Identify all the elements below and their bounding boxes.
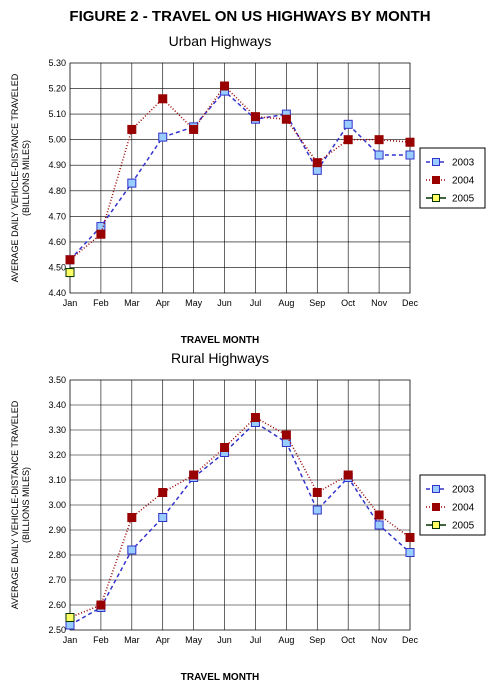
svg-text:2003: 2003 xyxy=(452,158,475,169)
svg-text:4.90: 4.90 xyxy=(48,160,66,170)
svg-text:Apr: Apr xyxy=(156,635,170,645)
svg-text:Sep: Sep xyxy=(309,635,325,645)
svg-text:2.90: 2.90 xyxy=(48,525,66,535)
urban-xlabel: TRAVEL MONTH xyxy=(0,333,500,346)
svg-text:3.40: 3.40 xyxy=(48,400,66,410)
svg-text:May: May xyxy=(185,298,203,308)
svg-text:Nov: Nov xyxy=(371,635,388,645)
svg-text:5.30: 5.30 xyxy=(48,58,66,68)
svg-text:Nov: Nov xyxy=(371,298,388,308)
svg-text:Jul: Jul xyxy=(250,635,262,645)
urban-subtitle: Urban Highways xyxy=(0,29,500,53)
svg-text:AVERAGE DAILY VEHICLE-DISTANCE: AVERAGE DAILY VEHICLE-DISTANCE TRAVELED xyxy=(10,400,20,609)
svg-text:Dec: Dec xyxy=(402,298,419,308)
svg-text:2005: 2005 xyxy=(452,521,475,532)
svg-text:Sep: Sep xyxy=(309,298,325,308)
urban-chart: 4.40 4.50 4.60 4.70 4.80 4.90 5.00 5.10 5.20 5.30… xyxy=(0,53,500,333)
svg-text:3.30: 3.30 xyxy=(48,425,66,435)
svg-text:2004: 2004 xyxy=(452,503,475,514)
svg-text:3.00: 3.00 xyxy=(48,500,66,510)
svg-text:Feb: Feb xyxy=(93,298,109,308)
svg-text:5.10: 5.10 xyxy=(48,109,66,119)
svg-text:5.20: 5.20 xyxy=(48,84,66,94)
svg-text:Oct: Oct xyxy=(341,298,356,308)
rural-xlabel: TRAVEL MONTH xyxy=(0,670,500,683)
svg-text:May: May xyxy=(185,635,203,645)
svg-text:Mar: Mar xyxy=(124,298,140,308)
figure-title: FIGURE 2 - TRAVEL ON US HIGHWAYS BY MONT… xyxy=(0,0,500,29)
svg-text:2.50: 2.50 xyxy=(48,625,66,635)
svg-text:4.70: 4.70 xyxy=(48,211,66,221)
svg-text:4.80: 4.80 xyxy=(48,186,66,196)
svg-text:2005: 2005 xyxy=(452,194,475,205)
svg-text:2004: 2004 xyxy=(452,176,475,187)
svg-text:2003: 2003 xyxy=(452,485,475,496)
svg-text:Oct: Oct xyxy=(341,635,356,645)
svg-text:Aug: Aug xyxy=(278,635,294,645)
svg-text:3.50: 3.50 xyxy=(48,375,66,385)
rural-panel: Rural Highways 2.50 2.60 2.70 2.80 2.90 3.00 3… xyxy=(0,346,500,683)
svg-text:4.60: 4.60 xyxy=(48,237,66,247)
svg-text:Mar: Mar xyxy=(124,635,140,645)
urban-panel: Urban Highways 4.40 4.50 4.60 4.70 4.80 4.90 5… xyxy=(0,29,500,346)
svg-text:Jan: Jan xyxy=(63,635,78,645)
svg-text:4.50: 4.50 xyxy=(48,262,66,272)
svg-text:Jan: Jan xyxy=(63,298,78,308)
rural-subtitle: Rural Highways xyxy=(0,346,500,370)
svg-text:4.40: 4.40 xyxy=(48,288,66,298)
svg-text:(BILLIONS MILES): (BILLIONS MILES) xyxy=(21,467,31,543)
svg-text:AVERAGE DAILY VEHICLE-DISTANCE: AVERAGE DAILY VEHICLE-DISTANCE TRAVELED xyxy=(10,73,20,282)
svg-text:Apr: Apr xyxy=(156,298,170,308)
rural-chart: 2.50 2.60 2.70 2.80 2.90 3.00 3.10 3.20 3.30 3.40… xyxy=(0,370,500,670)
svg-text:5.00: 5.00 xyxy=(48,135,66,145)
svg-text:(BILLIONS MILES): (BILLIONS MILES) xyxy=(21,140,31,216)
svg-text:3.20: 3.20 xyxy=(48,450,66,460)
svg-text:2.70: 2.70 xyxy=(48,575,66,585)
svg-text:Jun: Jun xyxy=(217,635,232,645)
svg-text:Jun: Jun xyxy=(217,298,232,308)
svg-text:2.80: 2.80 xyxy=(48,550,66,560)
svg-text:Feb: Feb xyxy=(93,635,109,645)
svg-text:3.10: 3.10 xyxy=(48,475,66,485)
svg-text:Aug: Aug xyxy=(278,298,294,308)
svg-text:Dec: Dec xyxy=(402,635,419,645)
svg-text:Jul: Jul xyxy=(250,298,262,308)
svg-text:2.60: 2.60 xyxy=(48,600,66,610)
